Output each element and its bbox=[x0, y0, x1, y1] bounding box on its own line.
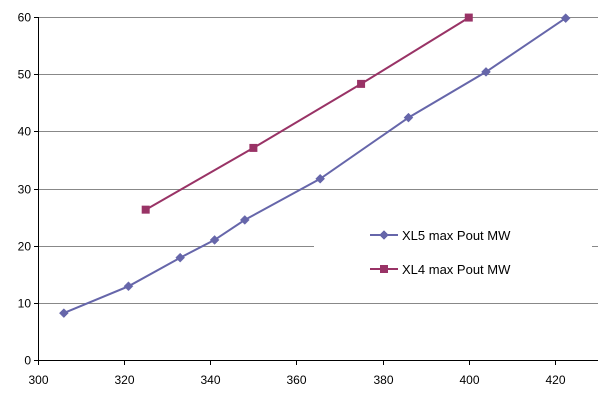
axes bbox=[34, 17, 598, 365]
legend: XL5 max Pout MW XL4 max Pout MW bbox=[370, 228, 511, 277]
data-point bbox=[175, 252, 186, 263]
data-point bbox=[560, 13, 571, 23]
x-tick-label: 400 bbox=[459, 373, 479, 387]
y-tick-label: 50 bbox=[18, 68, 32, 82]
data-point bbox=[249, 143, 258, 152]
y-tick-label: 40 bbox=[18, 125, 32, 139]
series-2 bbox=[141, 13, 473, 214]
y-tick-label: 20 bbox=[18, 240, 32, 254]
data-point bbox=[58, 308, 69, 318]
legend-label: XL5 max Pout MW bbox=[402, 228, 511, 243]
series bbox=[58, 13, 571, 318]
legend-marker bbox=[379, 230, 389, 240]
gridlines bbox=[38, 17, 598, 304]
data-point bbox=[481, 67, 491, 77]
x-tick-label: 380 bbox=[373, 373, 393, 387]
data-point bbox=[141, 205, 150, 214]
data-point bbox=[464, 13, 473, 22]
y-tick-label: 60 bbox=[18, 11, 32, 25]
x-tick-label: 340 bbox=[200, 373, 220, 387]
data-point bbox=[239, 215, 250, 225]
series-1 bbox=[58, 13, 571, 318]
legend-entry-1: XL5 max Pout MW bbox=[370, 228, 511, 243]
legend-marker bbox=[380, 265, 388, 273]
data-point bbox=[357, 79, 366, 88]
series-line bbox=[145, 16, 470, 211]
data-point bbox=[123, 281, 134, 292]
data-point bbox=[209, 235, 220, 245]
data-point bbox=[403, 112, 414, 123]
x-axis-tick-labels: 300 320 340 360 380 400 420 bbox=[28, 373, 565, 387]
x-tick-label: 320 bbox=[114, 373, 134, 387]
legend-label: XL4 max Pout MW bbox=[402, 262, 511, 277]
y-tick-label: 10 bbox=[18, 297, 32, 311]
x-tick-label: 360 bbox=[286, 373, 306, 387]
x-tick-label: 300 bbox=[28, 373, 48, 387]
y-axis-tick-labels: 0 10 20 30 40 50 60 bbox=[18, 11, 32, 368]
x-tick-label: 420 bbox=[545, 373, 565, 387]
y-tick-label: 30 bbox=[18, 183, 32, 197]
y-tick-label: 0 bbox=[24, 354, 31, 368]
legend-entry-2: XL4 max Pout MW bbox=[370, 262, 511, 277]
data-point bbox=[315, 173, 326, 184]
